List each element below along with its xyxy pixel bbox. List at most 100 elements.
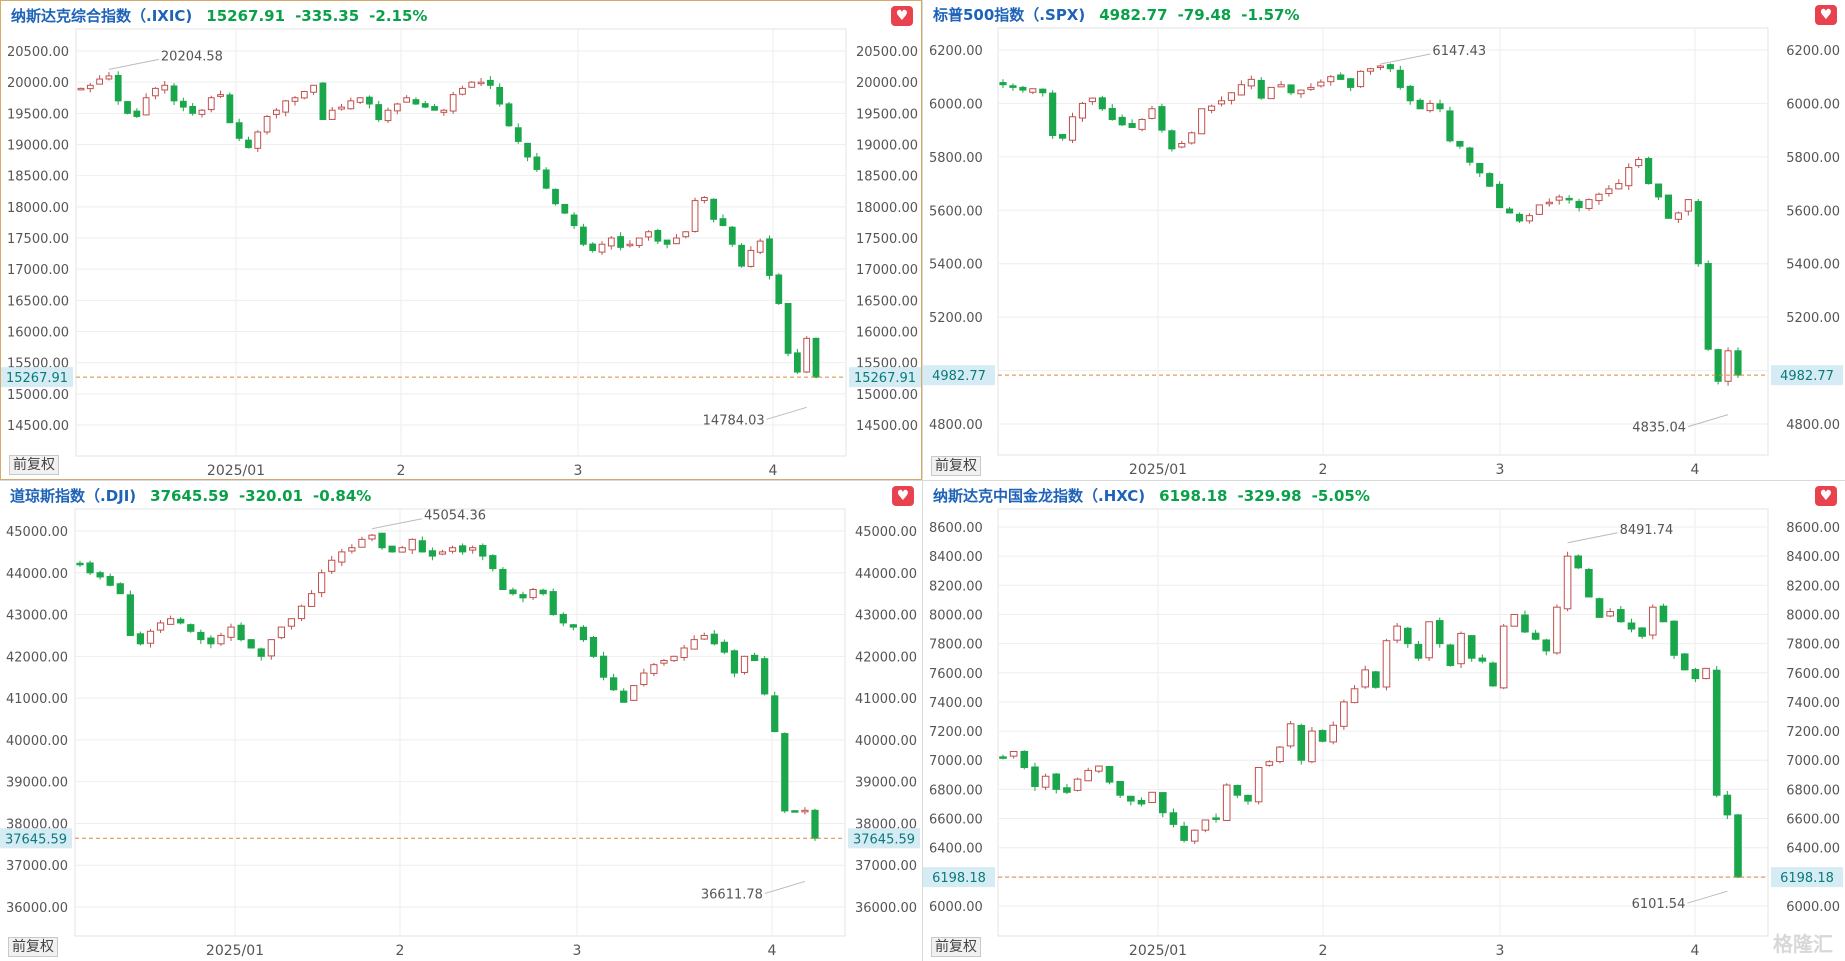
candle-body-up <box>338 551 346 563</box>
candle-body-up <box>1585 199 1593 209</box>
candle-body-down <box>1723 794 1732 816</box>
last-price-badge-right <box>1771 867 1843 888</box>
candle <box>1031 762 1039 791</box>
candle <box>673 234 680 245</box>
adjust-button[interactable]: 前复权 <box>931 937 981 957</box>
candle-body-up <box>1068 116 1077 141</box>
candle <box>1457 631 1465 668</box>
candle-body-down <box>750 654 759 662</box>
candle <box>505 101 513 127</box>
candle-body-up <box>1457 632 1465 665</box>
index-name[interactable]: 纳斯达克综合指数（.IXIC) <box>11 7 193 25</box>
candle-body-down <box>235 122 243 139</box>
candle <box>1426 100 1434 113</box>
heart-icon[interactable]: ♥ <box>1815 486 1837 506</box>
candle-body-down <box>620 690 628 703</box>
x-tick-label: 2 <box>396 943 405 959</box>
candle <box>448 545 457 554</box>
candle <box>781 732 789 814</box>
candle-body-down <box>179 100 187 108</box>
adjust-button[interactable]: 前复权 <box>8 937 58 957</box>
candle-body-down <box>771 695 779 733</box>
candle <box>356 97 364 105</box>
candle <box>468 81 476 88</box>
adjust-button[interactable]: 前复权 <box>9 455 59 475</box>
chart-panel-spx[interactable]: 标普500指数（.SPX) 4982.77 -79.48 -1.57% ♥ 6200.… <box>923 0 1845 480</box>
candle <box>1406 85 1414 105</box>
index-name[interactable]: 道琼斯指数（.DJI) <box>10 487 137 505</box>
candle-body-up <box>440 109 448 113</box>
candle <box>610 673 618 692</box>
candle <box>660 659 668 666</box>
candle-body-down <box>1638 627 1646 637</box>
candle <box>1510 613 1519 627</box>
y-tick-label-right: 6600.00 <box>1786 813 1840 828</box>
candle-body-up <box>1382 640 1391 688</box>
last-price-label-right: 15267.91 <box>854 371 916 386</box>
y-tick-label-right: 20500.00 <box>856 45 918 60</box>
candle-body-up <box>1366 68 1375 72</box>
adjust-button[interactable]: 前复权 <box>931 456 981 476</box>
candle <box>803 336 811 374</box>
candle <box>740 655 749 675</box>
candle <box>347 97 355 110</box>
candle-body-down <box>811 809 819 839</box>
candle-body-down <box>589 243 597 251</box>
candle <box>287 618 296 630</box>
chart-panel-hxc[interactable]: 纳斯达克中国金龙指数（.HXC) 6198.18 -329.98 -5.05% ♥ 8… <box>923 481 1845 961</box>
candle <box>1456 140 1464 149</box>
candle <box>348 544 356 554</box>
candle-body-up <box>1350 688 1359 704</box>
candle <box>791 810 799 813</box>
candle <box>328 106 336 120</box>
y-tick-label-right: 14500.00 <box>856 419 918 434</box>
y-tick-label-left: 20500.00 <box>7 45 69 60</box>
y-tick-label-right: 6200.00 <box>1786 44 1840 59</box>
candle-body-down <box>720 641 729 653</box>
candlestick-chart[interactable]: 20500.00 20500.00 20000.00 20000.00 19500.00… <box>1 1 922 480</box>
candle-body-up <box>347 100 355 110</box>
candle-body-down <box>1466 147 1474 163</box>
candle <box>126 590 134 637</box>
y-tick-label-left: 15000.00 <box>7 388 69 403</box>
high-annotation: 45054.36 <box>424 509 486 524</box>
candle-body-down <box>1446 644 1455 666</box>
candle <box>626 240 634 248</box>
candlestick-chart[interactable]: 8600.00 8600.00 8400.00 8400.00 8200.00 8200.… <box>923 481 1845 961</box>
heart-icon[interactable]: ♥ <box>891 6 913 26</box>
candle-body-up <box>459 87 466 95</box>
candle-body-down <box>136 633 145 645</box>
candle-body-up <box>1317 81 1325 87</box>
y-tick-label-left: 5800.00 <box>929 151 983 166</box>
candle <box>1217 96 1226 107</box>
candle <box>1208 104 1216 114</box>
candlestick-chart[interactable]: 6200.00 6200.00 6000.00 6000.00 5800.00 5800.… <box>923 0 1845 480</box>
candle <box>1318 729 1327 743</box>
index-change: -335.35 <box>295 7 360 25</box>
candlestick-chart[interactable]: 45000.00 45000.00 44000.00 44000.00 43000.00… <box>0 481 922 961</box>
candle-body-up <box>1329 724 1338 743</box>
chart-panel-ixic[interactable]: 纳斯达克综合指数（.IXIC) 15267.91 -335.35 -2.15% ♥ 2… <box>0 0 922 480</box>
candle-body-up <box>1286 723 1295 747</box>
candle-body-up <box>227 626 235 638</box>
candle <box>378 532 386 550</box>
candle <box>1084 767 1093 782</box>
candle <box>272 108 280 119</box>
y-tick-label-right: 8200.00 <box>1786 579 1840 594</box>
candle-body-down <box>1233 784 1242 796</box>
heart-icon[interactable]: ♥ <box>892 486 914 506</box>
candle-body-down <box>116 583 124 595</box>
candle <box>486 76 494 89</box>
candle-body-up <box>1356 70 1365 88</box>
last-price-label-right: 6198.18 <box>1780 871 1834 886</box>
heart-icon[interactable]: ♥ <box>1815 5 1837 25</box>
chart-panel-dji[interactable]: 道琼斯指数（.DJI) 37645.59 -320.01 -0.84% ♥ 45000… <box>0 481 922 961</box>
candle <box>86 560 94 576</box>
candle-body-down <box>226 94 234 124</box>
candle-body-down <box>421 103 429 108</box>
candle-body-down <box>549 591 557 616</box>
candle-body-down <box>76 562 84 566</box>
index-name[interactable]: 纳斯达克中国金龙指数（.HXC) <box>933 487 1146 505</box>
candle-body-down <box>114 74 122 102</box>
index-name[interactable]: 标普500指数（.SPX) <box>933 6 1086 24</box>
